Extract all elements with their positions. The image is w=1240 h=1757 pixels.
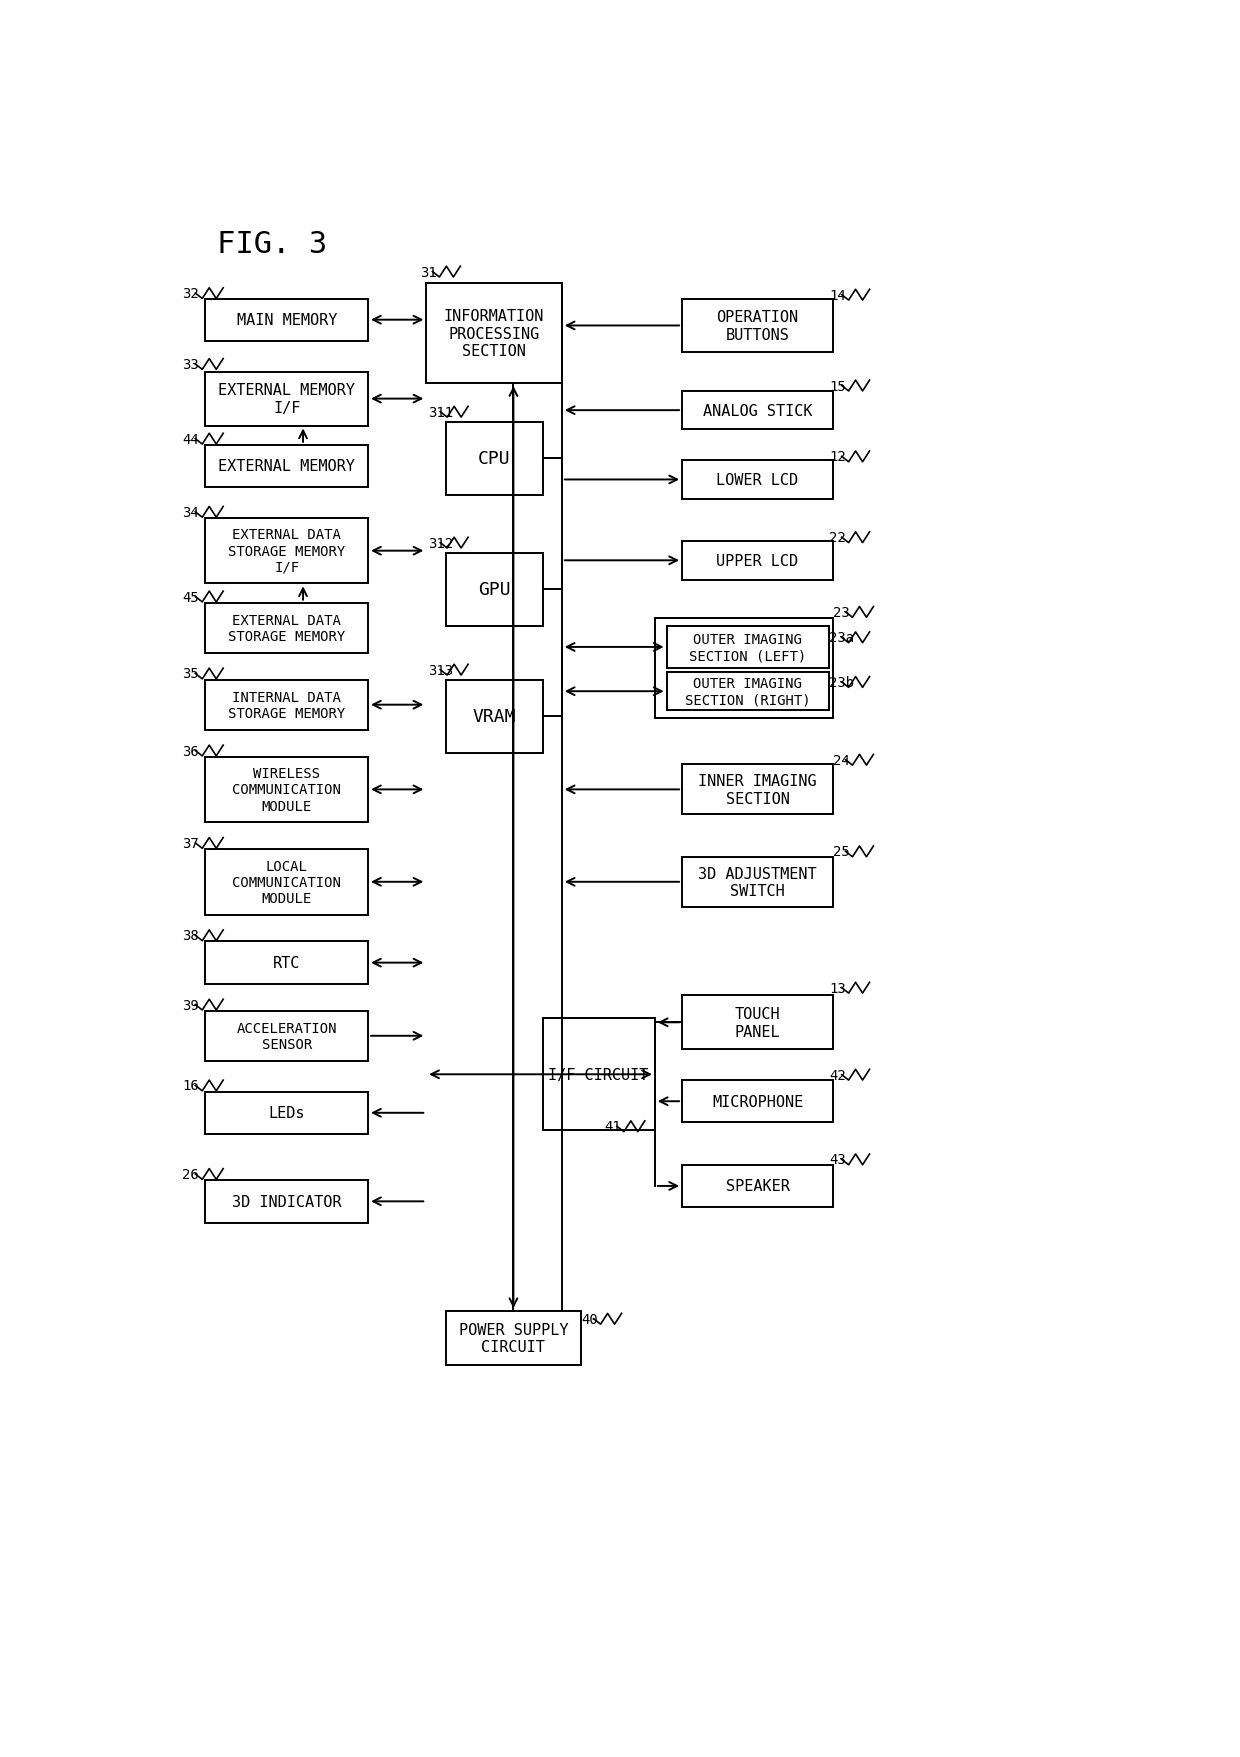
Bar	[682, 460, 833, 499]
Text: 13: 13	[830, 980, 846, 994]
Text: POWER SUPPLY
CIRCUIT: POWER SUPPLY CIRCUIT	[459, 1321, 568, 1355]
Bar	[682, 857, 833, 907]
Text: 313: 313	[428, 664, 453, 676]
Bar	[206, 603, 368, 654]
Text: 36: 36	[182, 743, 198, 757]
Bar	[206, 372, 368, 427]
Text: 3D ADJUSTMENT
SWITCH: 3D ADJUSTMENT SWITCH	[698, 866, 817, 898]
Bar	[543, 1019, 655, 1130]
Text: 3D INDICATOR: 3D INDICATOR	[232, 1195, 341, 1209]
Text: FIG. 3: FIG. 3	[217, 230, 327, 260]
Text: WIRELESS
COMMUNICATION
MODULE: WIRELESS COMMUNICATION MODULE	[232, 766, 341, 813]
Text: 23a: 23a	[830, 631, 854, 645]
Bar	[206, 1012, 368, 1061]
Text: OUTER IMAGING
SECTION (LEFT): OUTER IMAGING SECTION (LEFT)	[689, 633, 806, 662]
Text: GPU: GPU	[477, 582, 511, 599]
Text: INNER IMAGING
SECTION: INNER IMAGING SECTION	[698, 773, 817, 806]
Text: MICROPHONE: MICROPHONE	[712, 1095, 804, 1109]
Text: 14: 14	[830, 288, 846, 302]
Text: LOCAL
COMMUNICATION
MODULE: LOCAL COMMUNICATION MODULE	[232, 859, 341, 905]
Text: SPEAKER: SPEAKER	[725, 1179, 790, 1193]
Bar	[667, 627, 830, 669]
Text: 15: 15	[830, 380, 846, 394]
Text: 38: 38	[182, 929, 198, 944]
Text: 44: 44	[182, 432, 198, 446]
Bar	[682, 764, 833, 815]
Text: EXTERNAL MEMORY: EXTERNAL MEMORY	[218, 459, 355, 474]
Text: 312: 312	[428, 536, 453, 550]
Bar	[667, 673, 830, 712]
Text: EXTERNAL DATA
STORAGE MEMORY: EXTERNAL DATA STORAGE MEMORY	[228, 613, 346, 643]
Text: RTC: RTC	[273, 956, 300, 970]
Text: 23: 23	[833, 606, 849, 620]
Text: 43: 43	[830, 1153, 846, 1167]
Bar	[445, 1311, 582, 1365]
Text: 16: 16	[182, 1079, 198, 1093]
Text: 24: 24	[833, 754, 849, 768]
Text: 40: 40	[582, 1312, 598, 1327]
Text: 26: 26	[182, 1167, 198, 1181]
Text: 25: 25	[833, 845, 849, 859]
Text: 12: 12	[830, 450, 846, 464]
Text: 23b: 23b	[830, 676, 854, 689]
Text: 32: 32	[182, 286, 198, 300]
Text: UPPER LCD: UPPER LCD	[717, 553, 799, 569]
Bar	[682, 1081, 833, 1123]
Text: EXTERNAL DATA
STORAGE MEMORY
I/F: EXTERNAL DATA STORAGE MEMORY I/F	[228, 529, 346, 575]
Bar	[682, 299, 833, 353]
Text: LOWER LCD: LOWER LCD	[717, 473, 799, 488]
Bar	[206, 518, 368, 583]
Bar	[206, 680, 368, 731]
Text: TOUCH
PANEL: TOUCH PANEL	[735, 1007, 780, 1038]
Text: 39: 39	[182, 998, 198, 1012]
Text: INFORMATION
PROCESSING
SECTION: INFORMATION PROCESSING SECTION	[444, 309, 544, 358]
Bar	[206, 1093, 368, 1135]
Bar	[445, 553, 543, 627]
Text: ANALOG STICK: ANALOG STICK	[703, 404, 812, 418]
Text: ACCELERATION
SENSOR: ACCELERATION SENSOR	[237, 1021, 337, 1051]
Text: 34: 34	[182, 506, 198, 520]
Bar	[445, 680, 543, 754]
Bar	[206, 850, 368, 915]
Bar	[427, 285, 562, 385]
Text: VRAM: VRAM	[472, 708, 516, 726]
Text: 41: 41	[605, 1119, 621, 1133]
Text: CPU: CPU	[477, 450, 511, 467]
Bar	[206, 446, 368, 488]
Text: I/F CIRCUIT: I/F CIRCUIT	[548, 1066, 649, 1082]
Bar	[445, 422, 543, 495]
Text: OUTER IMAGING
SECTION (RIGHT): OUTER IMAGING SECTION (RIGHT)	[684, 676, 811, 706]
Text: 31: 31	[420, 265, 436, 279]
Bar	[206, 942, 368, 984]
Text: 45: 45	[182, 590, 198, 604]
Text: OPERATION
BUTTONS: OPERATION BUTTONS	[717, 309, 799, 343]
Bar	[655, 618, 833, 719]
Text: LEDs: LEDs	[269, 1105, 305, 1121]
Text: 35: 35	[182, 668, 198, 682]
Bar	[206, 1181, 368, 1223]
Bar	[206, 757, 368, 822]
Bar	[682, 541, 833, 580]
Text: INTERNAL DATA
STORAGE MEMORY: INTERNAL DATA STORAGE MEMORY	[228, 691, 346, 720]
Text: 33: 33	[182, 358, 198, 372]
Text: 42: 42	[830, 1068, 846, 1082]
Text: MAIN MEMORY: MAIN MEMORY	[237, 313, 337, 329]
Bar	[682, 392, 833, 430]
Bar	[682, 996, 833, 1049]
Bar	[682, 1165, 833, 1207]
Bar	[206, 299, 368, 341]
Text: 37: 37	[182, 836, 198, 850]
Text: 22: 22	[830, 531, 846, 545]
Text: 311: 311	[428, 406, 453, 420]
Text: EXTERNAL MEMORY
I/F: EXTERNAL MEMORY I/F	[218, 383, 355, 416]
